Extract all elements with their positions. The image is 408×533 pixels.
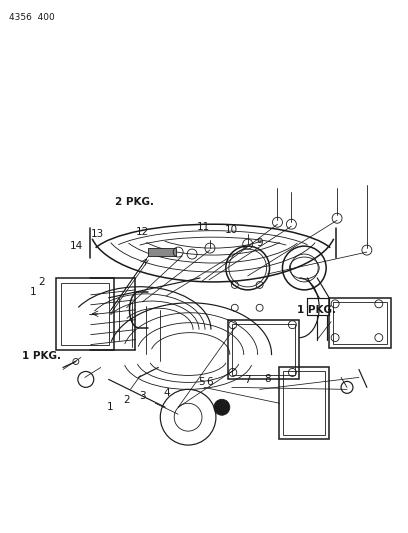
Bar — [333, 302, 387, 344]
Bar — [56, 278, 113, 350]
Text: 14: 14 — [70, 241, 83, 252]
Text: 2: 2 — [123, 394, 129, 405]
Text: 9: 9 — [257, 238, 263, 248]
Text: 8: 8 — [265, 375, 271, 384]
Circle shape — [214, 399, 230, 415]
Text: 4356  400: 4356 400 — [9, 13, 55, 22]
Text: 2 PKG.: 2 PKG. — [115, 197, 154, 207]
Bar — [279, 367, 329, 439]
Text: 13: 13 — [91, 229, 104, 239]
Text: 4: 4 — [164, 387, 170, 398]
Text: 2: 2 — [38, 277, 44, 287]
Text: 1: 1 — [106, 402, 113, 412]
Bar — [61, 283, 109, 345]
Text: 1 PKG.: 1 PKG. — [22, 351, 61, 361]
Text: 11: 11 — [197, 222, 210, 232]
Text: 3: 3 — [139, 391, 146, 401]
Text: 6: 6 — [206, 377, 213, 387]
Text: 10: 10 — [225, 225, 238, 236]
Bar — [329, 298, 391, 348]
Text: 1: 1 — [30, 287, 36, 297]
Bar — [228, 320, 299, 379]
Text: 12: 12 — [136, 227, 149, 237]
Bar — [149, 248, 176, 256]
Text: 7: 7 — [244, 375, 251, 385]
Text: 5: 5 — [198, 377, 204, 387]
Text: 1 PKG.: 1 PKG. — [297, 305, 336, 315]
Bar — [284, 372, 325, 435]
Bar — [232, 324, 295, 375]
